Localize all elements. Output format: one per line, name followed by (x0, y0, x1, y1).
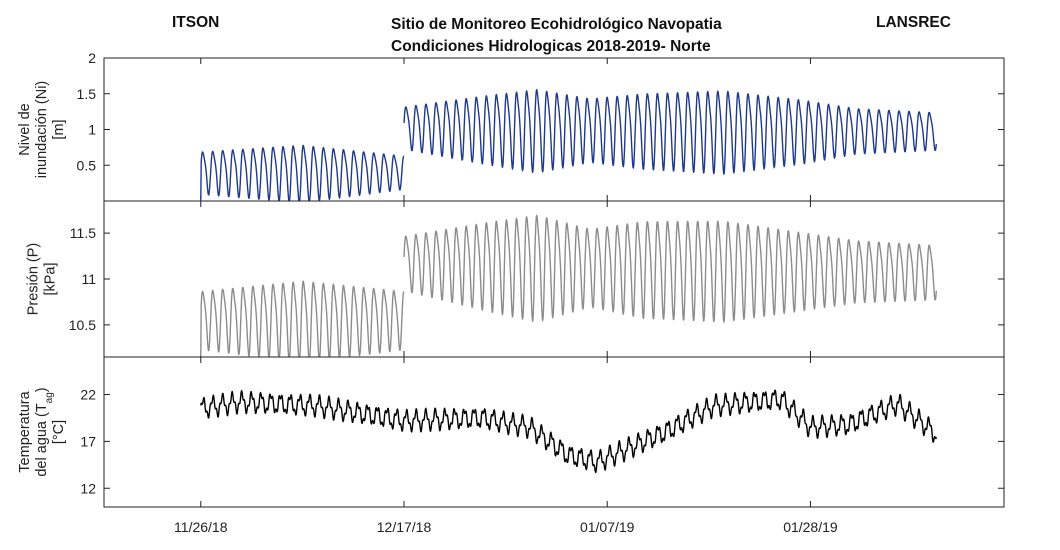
plot-frame (103, 356, 1005, 508)
y-tick-label: 2 (88, 50, 96, 66)
panel-2: 10.5 11 11.5 Presión (P)[kPa] (26, 200, 1005, 358)
chart-title-line2: Condiciones Hidrologicas 2018-2019- Nort… (391, 38, 711, 55)
y-tick-label: 10.5 (69, 317, 96, 333)
y-axis-label-line: inundación (Ni) (34, 81, 50, 179)
x-tick-label: 01/28/19 (783, 519, 838, 535)
header-right-label: LANSREC (876, 14, 951, 31)
x-tick-label: 11/26/18 (174, 519, 228, 535)
y-axis-label: Presión (P)[kPa] (26, 243, 59, 316)
panel-1: 0.5 1 1.5 2 Nivel deinundación (Ni)[m] (17, 50, 1005, 202)
y-tick-label: 11 (81, 271, 96, 287)
y-tick-label: 17 (80, 433, 96, 449)
y-axis-label-line: Temperatura (17, 390, 33, 472)
panel-3: 12 17 22 11/26/18 12/17/18 01/07/19 01/28/19 Te… (17, 356, 1005, 535)
y-tick-label: 1.5 (77, 86, 97, 102)
y-axis-label-line: Presión (P) (26, 243, 42, 316)
y-axis-label-line: [°C] (51, 420, 67, 444)
y-axis-label-line: del agua (Tag) (34, 387, 55, 476)
y-axis-label: Nivel deinundación (Ni)[m] (17, 81, 67, 179)
y-axis-label-text: del agua (T (34, 403, 50, 476)
y-tick-label: 0.5 (77, 157, 97, 173)
y-axis-label-subscript: ag (44, 392, 55, 403)
y-axis-label-line: [kPa] (43, 262, 59, 295)
series-line (200, 389, 937, 473)
x-tick-label: 12/17/18 (377, 519, 432, 535)
series-line (200, 89, 937, 202)
chart-title-line1: Sitio de Monitoreo Ecohidrológico Navopa… (391, 16, 722, 33)
y-tick-label: 1 (88, 122, 96, 138)
header-left-label: ITSON (172, 14, 220, 31)
chart-title: Sitio de Monitoreo Ecohidrológico Navopa… (391, 14, 722, 58)
series-line (200, 214, 937, 358)
y-axis-label-text: ) (34, 387, 50, 392)
y-tick-label: 22 (80, 387, 96, 403)
y-tick-label: 12 (80, 480, 96, 496)
y-axis-label-line: [m] (51, 119, 67, 139)
y-axis-label-line: Nivel de (17, 103, 33, 155)
x-tick-label: 01/07/19 (580, 519, 635, 535)
y-tick-label: 11.5 (70, 225, 96, 241)
y-axis-label: Temperaturadel agua (Tag)[°C] (17, 387, 67, 476)
plot-frame (103, 57, 1005, 202)
